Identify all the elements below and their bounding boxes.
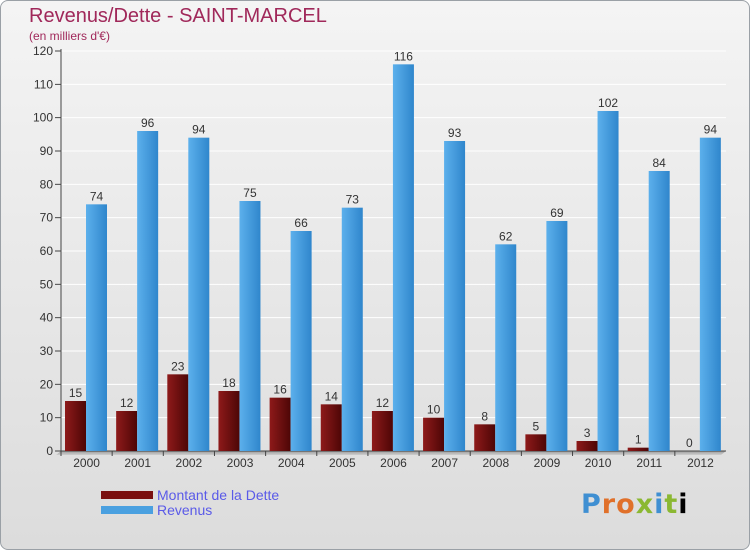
bar-dette [167, 374, 189, 451]
data-label-revenus: 74 [90, 189, 104, 203]
x-tick-label: 2002 [176, 456, 203, 470]
bar-revenus [648, 171, 670, 451]
bar-revenus [699, 137, 721, 451]
data-label-dette: 23 [171, 359, 185, 373]
chart-subtitle: (en milliers d'€) [29, 29, 110, 43]
y-tick-label: 10 [40, 411, 54, 425]
bar-dette [474, 424, 496, 451]
data-label-dette: 1 [635, 433, 642, 447]
bar-revenus [137, 131, 159, 451]
legend-swatch-dette [101, 490, 153, 499]
x-tick-label: 2005 [329, 456, 356, 470]
bar-dette [116, 411, 138, 451]
x-tick-label: 2006 [380, 456, 407, 470]
y-tick-label: 50 [40, 277, 54, 291]
bar-revenus [546, 221, 568, 451]
x-tick-label: 2012 [687, 456, 714, 470]
data-label-dette: 18 [222, 376, 236, 390]
x-tick-label: 2007 [431, 456, 458, 470]
data-label-revenus: 66 [294, 216, 308, 230]
bar-revenus [444, 141, 466, 451]
data-label-revenus: 116 [394, 49, 413, 63]
bar-revenus [341, 207, 363, 451]
data-label-dette: 0 [686, 436, 693, 450]
x-tick-label: 2010 [585, 456, 612, 470]
data-label-dette: 12 [376, 396, 390, 410]
y-tick-label: 0 [46, 444, 53, 458]
x-tick-label: 2001 [124, 456, 151, 470]
chart-title: Revenus/Dette - SAINT-MARCEL [29, 5, 327, 27]
data-label-dette: 8 [481, 409, 488, 423]
bar-dette [525, 434, 547, 451]
bar-revenus [239, 201, 261, 451]
data-label-revenus: 94 [192, 123, 206, 137]
data-label-revenus: 75 [243, 186, 257, 200]
data-label-revenus: 73 [346, 193, 360, 207]
data-label-revenus: 69 [550, 206, 564, 220]
bar-revenus [597, 111, 619, 451]
bar-revenus [495, 244, 517, 451]
y-tick-label: 60 [40, 244, 54, 258]
data-label-dette: 5 [533, 419, 540, 433]
legend-item-revenus: Revenus [101, 501, 279, 518]
y-tick-label: 40 [40, 311, 54, 325]
bar-dette [218, 391, 240, 451]
y-tick-label: 110 [34, 77, 53, 91]
bar-dette [65, 401, 86, 451]
data-label-revenus: 102 [598, 96, 618, 110]
y-tick-label: 70 [40, 211, 54, 225]
x-tick-label: 2011 [636, 456, 662, 470]
bar-revenus [188, 137, 210, 451]
bar-dette [423, 417, 445, 451]
bar-dette [269, 397, 291, 451]
bar-dette [576, 441, 598, 451]
bar-dette [371, 411, 393, 451]
bar-dette [320, 404, 342, 451]
data-label-dette: 10 [427, 403, 441, 417]
legend-label-dette: Montant de la Dette [157, 486, 280, 503]
x-tick-label: 2009 [534, 456, 561, 470]
legend-label-revenus: Revenus [157, 501, 213, 518]
y-tick-label: 20 [40, 377, 54, 391]
data-label-revenus: 94 [704, 123, 718, 137]
x-tick-label: 2000 [73, 456, 100, 470]
data-label-dette: 15 [69, 386, 83, 400]
data-label-dette: 14 [325, 389, 339, 403]
x-tick-label: 2008 [482, 456, 509, 470]
bar-revenus [86, 204, 107, 451]
bar-revenus [392, 64, 414, 452]
bar-revenus [290, 231, 312, 451]
x-tick-label: 2003 [227, 456, 254, 470]
y-tick-label: 90 [40, 144, 54, 158]
legend: Montant de la Dette Revenus [101, 486, 280, 518]
y-tick-label: 120 [33, 44, 53, 58]
y-tick-label: 80 [40, 177, 54, 191]
data-label-revenus: 93 [448, 126, 462, 140]
x-tick-label: 2004 [278, 456, 305, 470]
y-tick-label: 30 [40, 344, 54, 358]
y-tick-label: 100 [33, 111, 53, 125]
bar-dette [627, 447, 649, 451]
data-label-revenus: 62 [499, 229, 513, 243]
data-label-revenus: 96 [141, 116, 155, 130]
data-label-dette: 16 [273, 383, 287, 397]
data-label-dette: 12 [120, 396, 134, 410]
plot-floor [56, 451, 726, 455]
proxiti-logo: Proxiti [581, 489, 689, 520]
data-label-dette: 3 [584, 426, 591, 440]
legend-item-dette: Montant de la Dette [101, 486, 280, 503]
data-label-revenus: 84 [653, 156, 667, 170]
legend-swatch-revenus [101, 505, 153, 514]
